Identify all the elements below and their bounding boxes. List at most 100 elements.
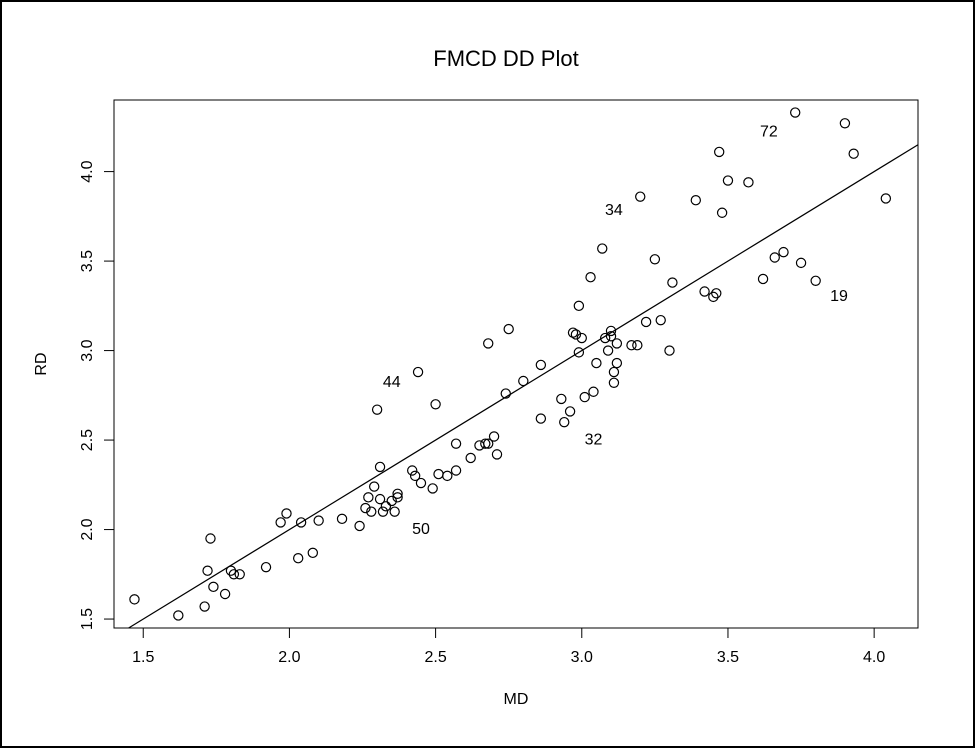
data-point: [880, 193, 892, 204]
y-tick-label: 1.5: [79, 608, 96, 630]
data-point: [611, 338, 623, 349]
x-axis-label: MD: [504, 691, 529, 708]
data-point: [848, 148, 859, 159]
data-point: [407, 465, 418, 476]
data-point: [412, 366, 424, 378]
data-point: [556, 393, 567, 405]
data-point: [374, 461, 386, 473]
data-point: [430, 399, 441, 410]
data-point: [208, 581, 219, 593]
data-point: [354, 520, 365, 532]
data-point: [295, 517, 307, 528]
data-point: [632, 340, 643, 351]
identity-fit-line: [128, 144, 919, 629]
data-point: [626, 340, 637, 351]
x-tick-label: 2.5: [424, 649, 446, 666]
data-point: [292, 552, 304, 564]
data-point: [313, 515, 324, 526]
data-point: [713, 146, 725, 158]
data-point: [260, 561, 272, 573]
data-point: [778, 246, 789, 258]
data-point: [281, 508, 292, 519]
data-point: [415, 477, 427, 489]
data-point: [790, 107, 801, 118]
data-point: [173, 610, 184, 621]
point-annotation: 34: [605, 202, 623, 219]
data-point: [488, 431, 500, 442]
data-point: [608, 377, 620, 388]
data-point: [307, 547, 319, 559]
annotations-layer: 72 34 19 44 32 50: [383, 123, 848, 537]
data-point: [465, 452, 476, 464]
points-layer: [129, 107, 892, 621]
data-point: [567, 327, 579, 338]
data-point: [795, 257, 807, 269]
data-point: [409, 470, 421, 482]
data-point: [374, 493, 386, 505]
data-point: [450, 438, 462, 449]
chart-title: FMCD DD Plot: [433, 46, 578, 71]
data-point: [225, 565, 237, 576]
data-point: [564, 406, 576, 417]
data-point: [433, 468, 444, 480]
data-point: [219, 588, 231, 600]
data-point: [699, 286, 710, 297]
data-point: [363, 492, 374, 503]
data-point: [380, 501, 392, 512]
data-point: [602, 345, 614, 356]
data-point: [474, 440, 485, 451]
data-point: [483, 338, 494, 349]
data-point: [591, 357, 602, 369]
point-annotation: 32: [585, 431, 603, 448]
y-tick-label: 3.5: [79, 250, 96, 272]
data-point: [535, 413, 547, 424]
data-point: [743, 177, 754, 188]
data-point: [392, 492, 403, 503]
data-point: [369, 481, 380, 492]
data-point: [275, 517, 286, 528]
x-tick-label: 3.5: [717, 649, 739, 666]
x-tick-label: 2.0: [278, 649, 300, 666]
point-annotation: 19: [830, 288, 848, 305]
data-point: [503, 323, 514, 335]
y-tick-label: 2.0: [79, 518, 96, 540]
data-point: [442, 470, 453, 482]
x-tick-label: 3.0: [571, 649, 593, 666]
data-point: [655, 314, 666, 326]
y-axis: 1.5 2.0 2.5 3.0 3.5 4.0: [79, 160, 115, 630]
data-point: [611, 357, 623, 369]
data-point: [559, 416, 570, 428]
data-point: [389, 506, 400, 517]
data-point: [722, 175, 734, 186]
data-point: [535, 359, 547, 371]
data-point: [579, 391, 590, 403]
data-point: [608, 366, 620, 378]
y-tick-label: 2.5: [79, 429, 96, 451]
data-point: [234, 569, 245, 580]
point-annotation: 72: [760, 123, 778, 140]
plot-area: [113, 99, 919, 629]
x-axis: 1.5 2.0 2.5 3.0 3.5 4.0: [132, 627, 885, 666]
data-point: [640, 316, 652, 328]
data-point: [377, 506, 389, 517]
data-point: [711, 288, 722, 299]
data-point: [649, 254, 661, 265]
point-annotation: 50: [412, 521, 430, 538]
data-point: [757, 273, 769, 285]
data-point: [483, 438, 494, 449]
data-point: [386, 495, 397, 507]
y-axis-label: RD: [33, 352, 50, 375]
data-point: [605, 325, 617, 337]
data-point: [228, 569, 240, 580]
data-point: [667, 277, 678, 288]
point-annotation: 44: [383, 374, 401, 391]
data-point: [500, 388, 511, 399]
data-point: [480, 438, 491, 449]
data-point: [810, 275, 821, 286]
data-point: [690, 195, 702, 206]
data-point: [450, 465, 462, 476]
data-point: [605, 331, 617, 342]
data-point: [371, 404, 383, 415]
data-point: [573, 347, 585, 358]
